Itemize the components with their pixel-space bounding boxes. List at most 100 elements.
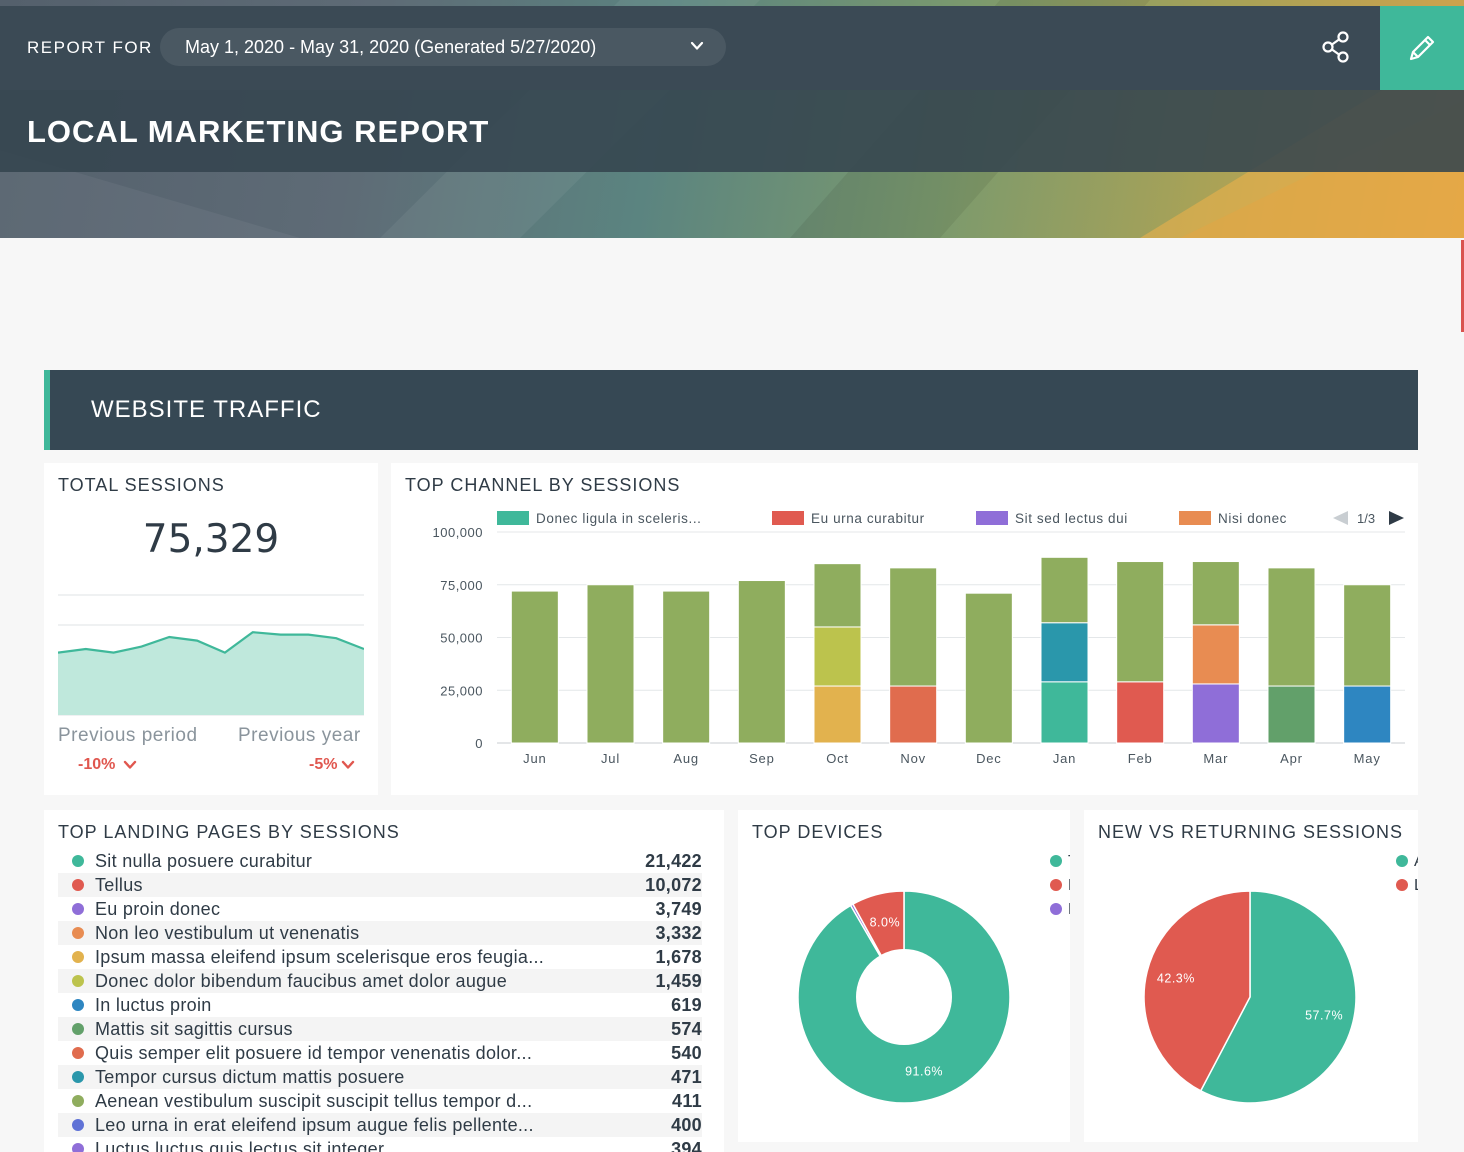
legend-label: L [1414, 877, 1418, 894]
bar-segment[interactable] [964, 592, 1013, 744]
bar-segment[interactable] [1343, 584, 1392, 687]
legend-dot [72, 951, 84, 963]
landing-page-sessions: 3,749 [655, 899, 702, 919]
arrow-down-icon [342, 760, 355, 769]
bar-segment[interactable] [1191, 624, 1240, 685]
landing-page-name: Luctus luctus quis lectus sit integer [95, 1139, 385, 1152]
landing-page-name: Eu proin donec [95, 899, 221, 919]
legend-item[interactable]: Nisi donec [1179, 511, 1287, 526]
legend-dot [72, 1071, 84, 1083]
list-item[interactable]: Aenean vestibulum suscipit suscipit tell… [58, 1089, 702, 1113]
legend-dot [72, 999, 84, 1011]
previous-year-change: -5% [309, 756, 355, 774]
list-item[interactable]: In luctus proin 619 [58, 993, 702, 1017]
bar-segment[interactable] [889, 685, 938, 744]
landing-page-name: In luctus proin [95, 995, 212, 1015]
bar-segment[interactable] [1191, 561, 1240, 626]
legend-item[interactable]: Eu urna curabitur [772, 511, 925, 526]
bar-segment[interactable] [1040, 681, 1089, 744]
legend-swatch [976, 511, 1008, 525]
landing-page-name: Mattis sit sagittis cursus [95, 1019, 293, 1039]
legend-item[interactable]: M [1050, 901, 1070, 925]
list-item[interactable]: Luctus luctus quis lectus sit integer 394 [58, 1137, 702, 1152]
bar-segment[interactable] [1191, 683, 1240, 744]
list-item[interactable]: Donec dolor bibendum faucibus amet dolor… [58, 969, 702, 993]
list-item[interactable]: Eu proin donec 3,749 [58, 897, 702, 921]
bar-segment[interactable] [1040, 556, 1089, 624]
bar-segment[interactable] [662, 590, 711, 744]
share-button[interactable] [1320, 30, 1352, 64]
list-item[interactable]: Mattis sit sagittis cursus 574 [58, 1017, 702, 1041]
legend-dot [72, 975, 84, 987]
legend-dot [1050, 855, 1062, 867]
total-sessions-widget[interactable]: TOTAL SESSIONS 75,329 Previous period Pr… [44, 463, 378, 795]
legend-label: Nisi donec [1218, 511, 1287, 526]
landing-page-sessions: 21,422 [645, 851, 702, 871]
x-tick-label: Sep [749, 751, 775, 766]
list-item[interactable]: Sit nulla posuere curabitur 21,422 [58, 849, 702, 873]
pie-slice[interactable] [1143, 890, 1251, 1092]
arrow-down-icon [124, 760, 137, 769]
sparkline-area [58, 632, 364, 715]
y-tick-label: 100,000 [433, 525, 484, 540]
landing-page-sessions: 1,678 [655, 947, 702, 967]
landing-page-sessions: 619 [671, 995, 702, 1015]
list-item[interactable]: Quis semper elit posuere id tempor venen… [58, 1041, 702, 1065]
chevron-down-icon [690, 41, 704, 50]
bar-segment[interactable] [1040, 622, 1089, 683]
widget-title: TOTAL SESSIONS [58, 475, 225, 495]
legend-item[interactable]: L [1396, 877, 1418, 901]
landing-pages-list: Sit nulla posuere curabitur 21,422 Tellus 1… [58, 849, 702, 1152]
previous-year-value: -5% [309, 756, 338, 773]
legend-label: A [1414, 853, 1418, 870]
bar-segment[interactable] [1267, 685, 1316, 744]
list-item[interactable]: Leo urna in erat eleifend ipsum augue fe… [58, 1113, 702, 1137]
legend-dot [1050, 879, 1062, 891]
slice-label: 8.0% [870, 915, 901, 929]
legend-dot [72, 903, 84, 915]
bar-segment[interactable] [813, 626, 862, 687]
y-tick-label: 0 [475, 736, 483, 751]
widget-title: TOP LANDING PAGES BY SESSIONS [58, 822, 400, 842]
bar-segment[interactable] [889, 567, 938, 687]
legend-item[interactable]: T [1050, 853, 1070, 877]
bar-segment[interactable] [1116, 561, 1165, 683]
legend-item[interactable]: A [1396, 853, 1418, 877]
bar-segment[interactable] [1116, 681, 1165, 744]
landing-page-name: Aenean vestibulum suscipit suscipit tell… [95, 1091, 533, 1111]
report-for-label: REPORT FOR [27, 38, 153, 57]
list-item[interactable]: Tempor cursus dictum mattis posuere 471 [58, 1065, 702, 1089]
bar-segment[interactable] [813, 685, 862, 744]
list-item[interactable]: Tellus 10,072 [58, 873, 702, 897]
bar-segment[interactable] [1343, 685, 1392, 744]
legend-prev-icon[interactable] [1333, 511, 1348, 525]
list-item[interactable]: Ipsum massa eleifend ipsum scelerisque e… [58, 945, 702, 969]
y-tick-label: 25,000 [440, 683, 483, 698]
legend-item[interactable]: M [1050, 877, 1070, 901]
legend-item[interactable]: Donec ligula in sceleris... [497, 511, 702, 526]
list-item[interactable]: Non leo vestibulum ut venenatis 3,332 [58, 921, 702, 945]
landing-page-sessions: 471 [671, 1067, 702, 1087]
edit-button[interactable] [1380, 6, 1464, 90]
new-vs-returning-widget[interactable]: NEW VS RETURNING SESSIONS 57.7% 42.3% AL [1084, 810, 1418, 1142]
bar-segment[interactable] [737, 580, 786, 744]
landing-page-sessions: 540 [671, 1043, 702, 1063]
landing-page-name: Donec dolor bibendum faucibus amet dolor… [95, 971, 508, 991]
pie-slice[interactable] [1199, 890, 1357, 1104]
scrollbar-thumb[interactable] [1461, 240, 1464, 332]
x-tick-label: May [1354, 751, 1381, 766]
bar-segment[interactable] [510, 590, 559, 744]
bar-segment[interactable] [586, 584, 635, 744]
legend-item[interactable]: Sit sed lectus dui [976, 511, 1128, 526]
previous-period-value: -10% [78, 756, 116, 773]
top-devices-widget[interactable]: TOP DEVICES 91.6%8.0% TMM [738, 810, 1070, 1142]
x-tick-label: Mar [1203, 751, 1228, 766]
new-vs-returning-pie-chart: 57.7% 42.3% [1143, 890, 1357, 1104]
top-channel-widget[interactable]: TOP CHANNEL BY SESSIONS 0 25,000 50,000 75,… [391, 463, 1418, 795]
legend-page-indicator: 1/3 [1357, 511, 1375, 526]
bar-segment[interactable] [1267, 567, 1316, 687]
top-landing-pages-widget[interactable]: TOP LANDING PAGES BY SESSIONS Sit nulla … [44, 810, 724, 1152]
bar-segment[interactable] [813, 563, 862, 628]
legend-next-icon[interactable] [1389, 511, 1404, 525]
date-range-select[interactable]: May 1, 2020 - May 31, 2020 (Generated 5/… [160, 28, 726, 66]
